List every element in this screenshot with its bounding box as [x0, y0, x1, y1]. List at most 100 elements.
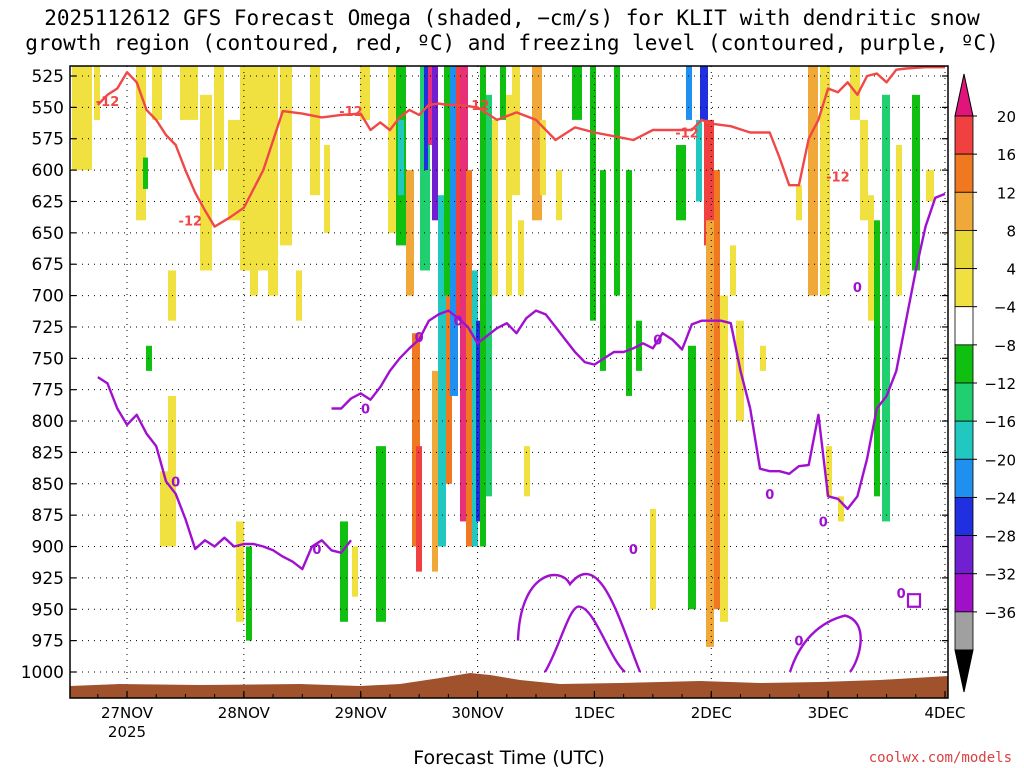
omega-shade-cell	[500, 66, 506, 120]
omega-shade-cell	[460, 66, 468, 522]
omega-shade-cell	[143, 157, 148, 189]
colorbar-label: −12	[984, 375, 1016, 393]
omega-shade-cell	[518, 220, 524, 296]
y-tick-label: 625	[32, 192, 64, 212]
omega-shade-cell	[614, 66, 620, 296]
freezing-level-contour-label: 0	[653, 333, 662, 348]
omega-shade-cell	[492, 119, 498, 296]
colorbar-swatch	[954, 458, 974, 498]
y-tick-label: 600	[32, 161, 64, 181]
omega-shade-cell	[168, 395, 176, 547]
omega-shade-cell	[808, 66, 818, 296]
omega-shade-cell	[556, 170, 562, 221]
omega-shade-cell	[600, 170, 606, 371]
freezing-level-contour-label: 0	[312, 543, 321, 558]
colorbar: 20 16 12 8 4 −4 −8 −12 −16 −20 −24 −28 −32 −36	[954, 73, 1016, 693]
dgz-contour-label: -12	[826, 170, 850, 185]
omega-shade-cell	[432, 370, 438, 572]
omega-shade-cell	[268, 195, 278, 296]
omega-shade-cell	[860, 119, 868, 221]
omega-shade-cell	[714, 170, 720, 610]
x-tick-year-label: 2025	[108, 723, 146, 741]
omega-shade-cell	[650, 508, 656, 610]
freezing-level-contour-label: 0	[897, 587, 906, 602]
omega-shade-cell	[456, 66, 462, 321]
y-tick-label: 575	[32, 130, 64, 150]
colorbar-label: −4	[994, 299, 1016, 317]
omega-shade-cell	[838, 496, 844, 522]
y-tick-label: 1000	[21, 663, 64, 683]
omega-shade-cell	[796, 185, 802, 221]
omega-shade-cell	[310, 66, 320, 196]
colorbar-swatch	[954, 382, 974, 422]
omega-shade-cell	[450, 66, 458, 396]
omega-shade-cell	[696, 119, 702, 202]
omega-shade-cell	[882, 94, 890, 522]
dgz-contour-label: -12	[179, 214, 203, 229]
omega-shade-cell	[896, 145, 902, 296]
omega-shade-cell	[826, 446, 832, 497]
omega-shade-cell	[540, 119, 546, 196]
freezing-level-contour-label: 0	[171, 475, 180, 490]
freezing-level-contour-label: 0	[853, 281, 862, 296]
omega-shade-cell	[572, 66, 582, 120]
colorbar-label: 4	[1006, 261, 1016, 279]
contour-layer: -12 -12 -12 -12 -12 -12 0 0 0 0 0 0 0 0 0 0 0 0	[96, 66, 946, 673]
omega-shade-cell	[136, 66, 146, 221]
omega-shade-cell	[512, 66, 520, 196]
omega-shade-cell	[280, 66, 292, 246]
omega-shade-cell	[444, 66, 450, 296]
freezing-level-contour-line	[749, 192, 946, 511]
colorbar-top-arrow	[954, 73, 974, 117]
omega-shade-cell	[590, 66, 596, 321]
omega-shade-cell	[524, 446, 530, 497]
omega-shade-cell	[94, 66, 100, 120]
colorbar-label: −16	[984, 413, 1016, 431]
y-tick-label: 975	[32, 632, 64, 652]
colorbar-swatch	[954, 497, 974, 536]
omega-shade-cell	[820, 66, 830, 296]
y-tick-label: 525	[32, 67, 64, 87]
x-tick-label: 28NOV	[218, 704, 271, 722]
colorbar-label: 16	[997, 146, 1016, 164]
omega-shade-cell	[228, 119, 240, 221]
freezing-level-contour-label: 0	[361, 403, 370, 418]
y-tick-label: 850	[32, 475, 64, 495]
omega-shade-cell	[236, 521, 244, 622]
y-tick-label: 725	[32, 318, 64, 338]
omega-shade-cell	[200, 94, 212, 271]
freezing-level-contour-line	[331, 309, 752, 410]
omega-shade-cell	[376, 446, 386, 622]
omega-shade-cell	[72, 66, 92, 171]
dgz-contour-label: -12	[466, 99, 490, 114]
colorbar-label: −24	[984, 489, 1016, 507]
omega-shade-cell	[406, 170, 414, 296]
dgz-contour-line	[96, 66, 945, 228]
y-tick-label: 800	[32, 412, 64, 432]
colorbar-label: 12	[997, 184, 1016, 202]
omega-shade-cell	[352, 546, 358, 597]
colorbar-swatch	[954, 191, 974, 231]
terrain-ground	[70, 673, 948, 698]
y-tick-label: 550	[32, 98, 64, 118]
x-tick-label: 1DEC	[574, 704, 615, 722]
freezing-level-contour-line	[516, 572, 642, 673]
chart-title-line-1: 2025112612 GFS Forecast Omega (shaded, −…	[44, 6, 980, 30]
x-tick-label: 4DEC	[924, 704, 965, 722]
y-tick-label: 875	[32, 506, 64, 526]
x-tick-label: 3DEC	[808, 704, 849, 722]
omega-shade-cell	[506, 94, 512, 296]
colorbar-swatch	[954, 344, 974, 384]
colorbar-swatch	[954, 153, 974, 193]
colorbar-swatch	[954, 535, 974, 575]
colorbar-bottom-arrow	[954, 649, 974, 693]
omega-shade-cell	[686, 66, 692, 120]
omega-shade-cell	[486, 94, 492, 497]
freezing-level-contour-line	[906, 593, 922, 608]
omega-shading-layer	[72, 66, 934, 647]
omega-shade-cell	[160, 471, 168, 547]
omega-shade-cell	[180, 66, 198, 120]
freezing-level-contour-line	[788, 614, 862, 673]
omega-shade-cell	[874, 220, 880, 497]
